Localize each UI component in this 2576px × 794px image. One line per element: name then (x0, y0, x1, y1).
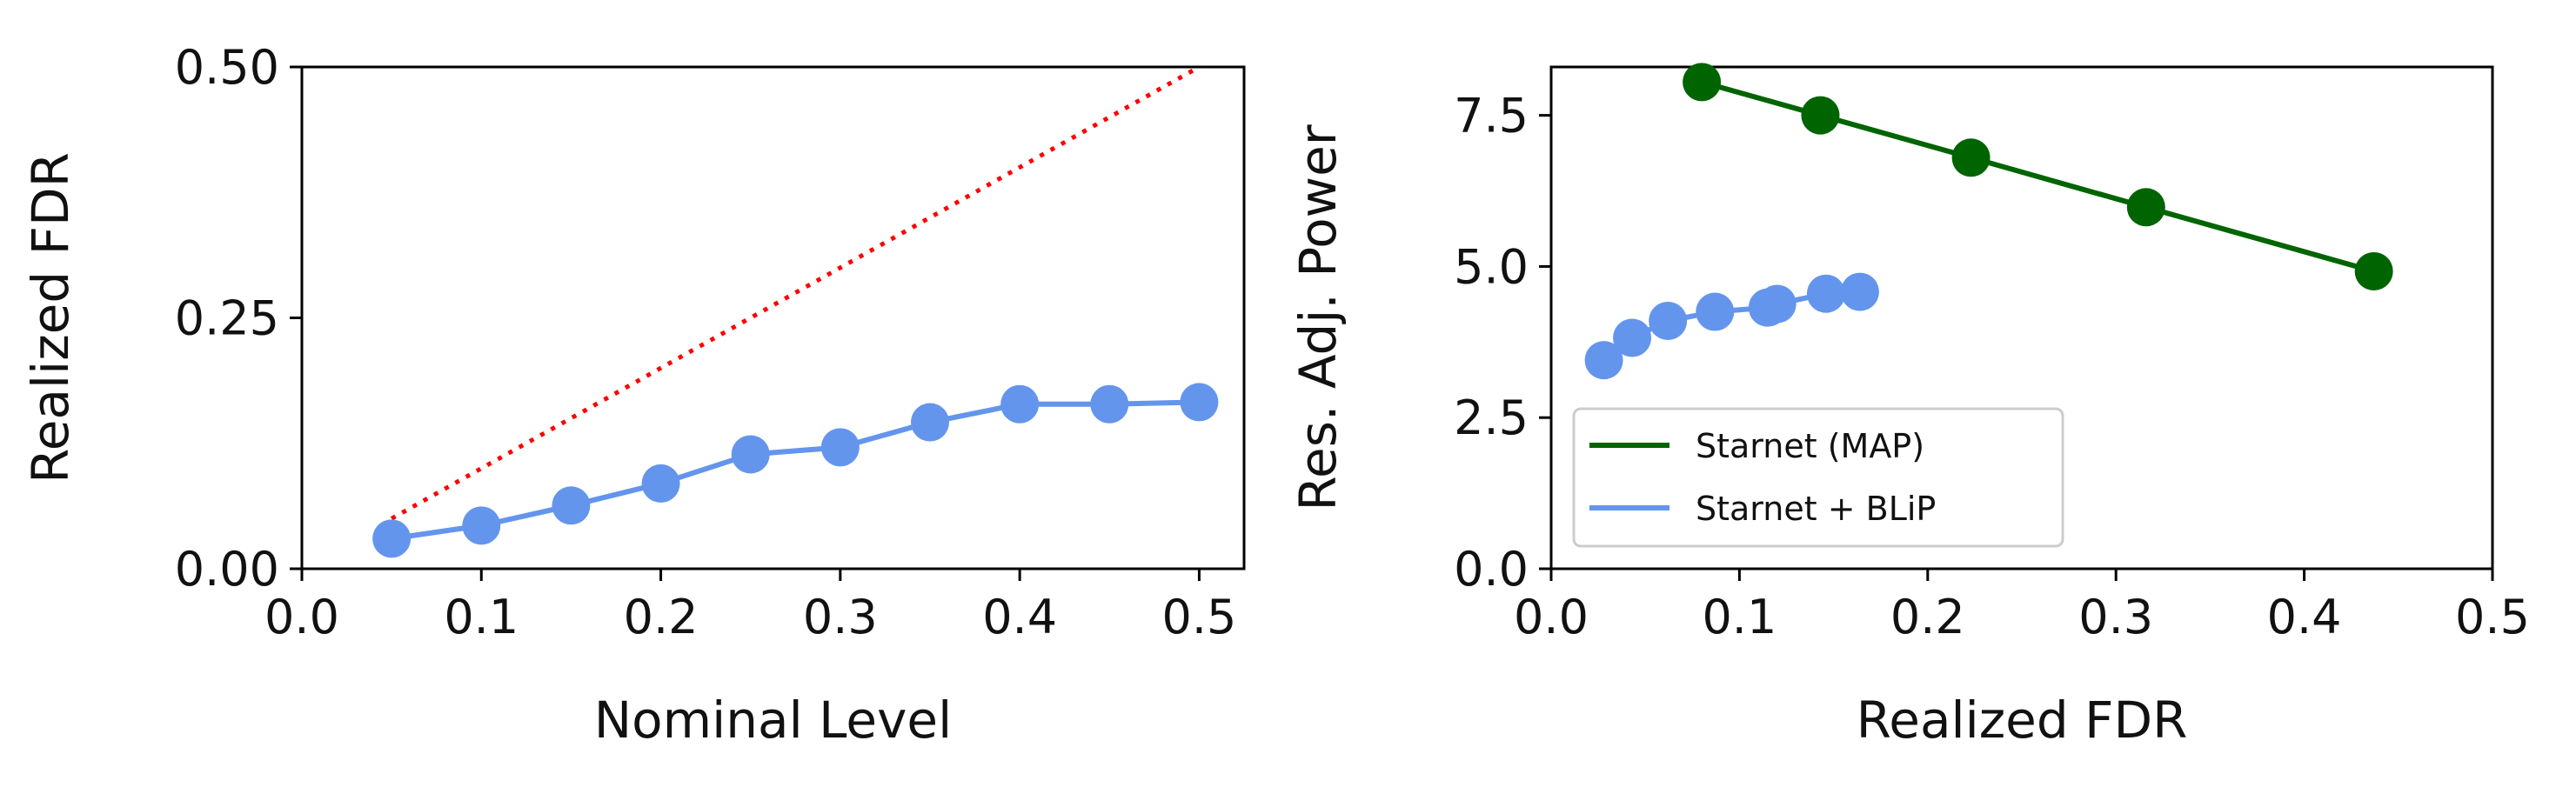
data-point (641, 464, 680, 503)
x-axis-label: Nominal Level (594, 691, 952, 750)
data-point (1613, 318, 1652, 357)
x-tick-label: 0.0 (1514, 590, 1589, 644)
x-tick-label: 0.3 (803, 590, 878, 644)
reference-line (390, 67, 1201, 521)
data-point (552, 486, 591, 525)
data-point (1649, 301, 1688, 340)
legend-label: Starnet (MAP) (1696, 427, 1924, 465)
y-axis-label: Res. Adj. Power (1288, 124, 1348, 510)
x-tick-label: 0.1 (1702, 590, 1776, 644)
series-line (391, 399, 1200, 542)
plot-frame (300, 65, 1246, 570)
legend: Starnet (MAP) Starnet + BLiP (1572, 407, 2064, 548)
data-point (1000, 384, 1040, 424)
plot-area (390, 67, 1201, 542)
data-point (1696, 292, 1735, 331)
data-point (1683, 63, 1722, 102)
x-tick-label: 0.3 (2078, 590, 2153, 644)
legend-label: Starnet + BLiP (1696, 490, 1936, 528)
left-chart-panel: 0.0 0.1 0.2 0.3 0.4 0.5 0.00 0.25 0.50 Nominal Le… (21, 40, 1246, 750)
data-point (1801, 96, 1840, 135)
x-axis-label: Realized FDR (1857, 691, 2188, 750)
data-point (1951, 138, 1991, 177)
data-point (731, 435, 770, 474)
x-tick-label: 0.4 (2267, 590, 2342, 644)
data-point (1806, 274, 1845, 313)
plot-frame (1549, 65, 2494, 570)
x-tick-label: 0.0 (264, 590, 339, 644)
x-tick-label: 0.4 (982, 590, 1057, 644)
data-point (1584, 341, 1623, 380)
data-point (1180, 383, 1219, 422)
right-chart-panel: 0.0 0.1 0.2 0.3 0.4 0.5 0.0 2.5 5.0 7.5 Realized F… (1288, 63, 2530, 750)
y-tick-label: 0.25 (175, 291, 279, 346)
x-tick-label: 0.1 (444, 590, 519, 644)
y-axis-label: Realized FDR (21, 152, 80, 484)
data-point (462, 506, 501, 545)
x-tick-label: 0.2 (1890, 590, 1965, 644)
x-tick-label: 0.5 (1161, 590, 1236, 644)
data-point (911, 403, 949, 442)
y-tick-label: 0.00 (175, 542, 279, 597)
x-tick-label: 0.2 (624, 590, 699, 644)
y-tick-label: 0.50 (175, 40, 279, 95)
data-point (2126, 188, 2165, 227)
legend-box (1572, 407, 2064, 548)
data-point (2354, 251, 2393, 290)
data-point (1840, 272, 1879, 311)
data-point (372, 519, 411, 558)
y-tick-label: 0.0 (1454, 542, 1529, 597)
data-point (820, 428, 860, 467)
data-point (1090, 384, 1129, 424)
data-point (1757, 284, 1797, 324)
y-tick-label: 7.5 (1454, 89, 1529, 143)
x-tick-label: 0.5 (2455, 590, 2530, 644)
y-tick-label: 5.0 (1454, 239, 1529, 294)
y-tick-label: 2.5 (1454, 390, 1529, 445)
